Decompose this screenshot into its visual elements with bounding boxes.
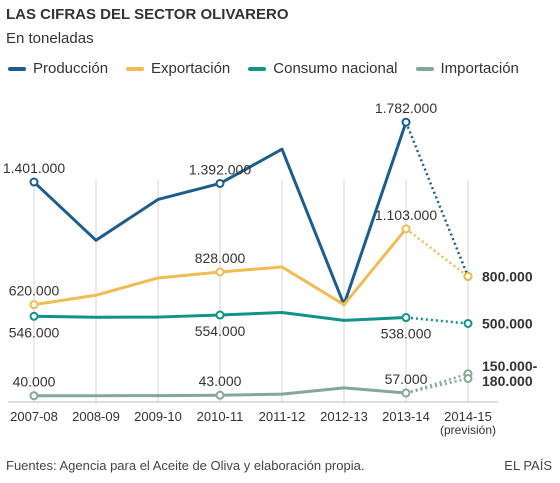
series-0-point-3 [215,178,225,188]
series-0-value-label-7: 800.000 [482,268,533,284]
legend-item-produccion: Producción [8,60,108,77]
chart-title: LAS CIFRAS DEL SECTOR OLIVARERO [6,6,289,23]
series-3-range-label-0: 150.000- [482,358,538,374]
legend-label-importacion: Importación [440,60,519,77]
legend-swatch-produccion [8,66,26,71]
legend-item-consumo: Consumo nacional [248,60,398,77]
series-1-forecast-line [405,227,469,278]
series-1-point-0 [29,300,39,310]
source-note: Fuentes: Agencia para el Aceite de Oliva… [6,458,365,473]
series-1-point-3 [215,267,225,277]
legend: Producción Exportación Consumo nacional … [8,60,519,77]
series-2-point-7 [463,319,473,328]
series-1-value-label-6: 1.103.000 [375,207,437,223]
series-3-value-label-0: 40.000 [13,374,56,390]
x-tick-label-2008-09: 2008-09 [72,409,120,424]
x-tick-label-2012-13: 2012-13 [320,409,368,424]
series-3-value-label-3: 43.000 [199,373,242,389]
x-tick-note: (previsión) [440,423,496,437]
series-3-extra-point-0 [463,373,473,383]
series-1-value-label-0: 620.000 [9,283,60,299]
series-0-forecast-line [404,121,470,277]
chart-subtitle: En toneladas [6,30,94,47]
series-3-point-6 [401,388,411,398]
series-2-point-0 [29,311,39,321]
series-1-point-7 [463,271,473,281]
brand-logo-text: EL PAÍS [504,458,552,473]
series-0-point-0 [29,177,39,187]
legend-label-consumo: Consumo nacional [273,60,398,77]
x-tick-label-2009-10: 2009-10 [134,409,182,424]
series-0-point-6 [401,117,411,127]
series-2-value-label-3: 554.000 [195,323,246,339]
series-0-value-label-3: 1.392.000 [189,161,251,177]
series-0-value-label-6: 1.782.000 [375,100,437,116]
x-tick-label-2014-15: 2014-15 [444,409,492,424]
x-tick-label-2007-08: 2007-08 [10,409,58,424]
legend-swatch-importacion [415,66,434,71]
legend-swatch-consumo [248,66,267,71]
series-3-point-3 [215,390,225,400]
legend-label-produccion: Producción [33,60,109,77]
x-tick-label-2010-11: 2010-11 [197,409,244,424]
series-3-point-0 [29,391,39,401]
series-2-point-3 [215,310,225,320]
series-0-value-label-0: 1.401.000 [3,160,65,176]
legend-label-exportacion: Exportación [151,60,231,77]
series-1-point-6 [401,224,411,234]
x-tick-label-2013-14: 2013-14 [382,409,430,424]
series-2-value-label-7: 500.000 [482,316,533,332]
series-3-forecast-alt-line-0 [405,377,469,395]
legend-item-exportacion: Exportación [126,60,230,77]
series-1-value-label-3: 828.000 [195,250,246,266]
series-2-forecast-line [405,316,469,325]
series-3-value-label-6: 57.000 [385,371,428,387]
series-3-range-label-1: 180.000 [482,373,533,389]
series-2-value-label-0: 546.000 [9,324,60,340]
x-tick-label-2011-12: 2011-12 [259,409,306,424]
series-2-value-label-6: 538.000 [381,326,432,342]
legend-swatch-exportacion [126,66,145,71]
series-2-point-6 [401,313,411,323]
legend-item-importacion: Importación [415,60,519,77]
